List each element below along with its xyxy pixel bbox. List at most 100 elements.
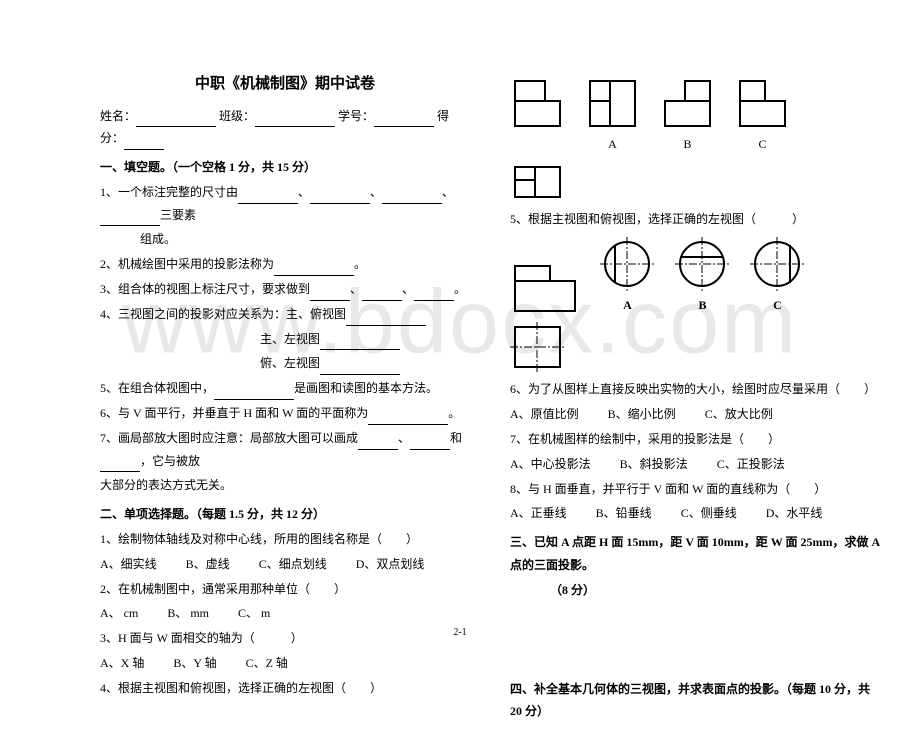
q2-8: 8、与 H 面垂直，并平行于 V 面和 W 面的直线称为（ ） xyxy=(510,478,880,501)
q1-5b: 是画图和读图的基本方法。 xyxy=(294,381,438,395)
q1-1-tail: 三要素 xyxy=(160,208,196,222)
q1-4b: 主、左视图 xyxy=(100,328,470,351)
opt-a[interactable]: A、 cm xyxy=(100,602,138,625)
name-blank[interactable] xyxy=(136,113,216,127)
blank[interactable] xyxy=(358,436,398,450)
q2-6-opts: A、原值比例 B、缩小比例 C、放大比例 xyxy=(510,403,880,426)
score-blank[interactable] xyxy=(124,136,164,150)
fig-q5-a: A xyxy=(600,237,655,317)
id-label: 学号： xyxy=(338,109,374,123)
q1-5: 5、在组合体视图中， 是画图和读图的基本方法。 xyxy=(100,377,470,400)
opt-a[interactable]: A、正垂线 xyxy=(510,502,567,525)
blank[interactable] xyxy=(310,190,370,204)
section4-header: 四、补全基本几何体的三视图，并求表面点的投影。（每题 10 分，共 20 分） xyxy=(510,678,880,724)
fig-q5-c: C xyxy=(750,237,805,317)
q2-4: 4、根据主视图和俯视图，选择正确的左视图（ ） xyxy=(100,677,470,700)
q5-label-a: A xyxy=(623,294,632,317)
option-c-icon xyxy=(735,76,790,131)
blank[interactable] xyxy=(238,190,298,204)
q1-7c: ，它与被放 xyxy=(140,454,200,468)
opt-b[interactable]: B、斜投影法 xyxy=(620,453,688,476)
q1-2: 2、机械绘图中采用的投影法称为。 xyxy=(100,253,470,276)
opt-c[interactable]: C、 m xyxy=(238,602,270,625)
class-blank[interactable] xyxy=(255,113,335,127)
id-blank[interactable] xyxy=(374,113,434,127)
section3-points: （8 分） xyxy=(510,579,880,602)
section2-header: 二、单项选择题。（每题 1.5 分，共 12 分） xyxy=(100,503,470,526)
opt-c[interactable]: C、Z 轴 xyxy=(246,652,288,675)
q4-figures-bottom xyxy=(510,162,880,202)
opt-b[interactable]: B、虚线 xyxy=(186,553,230,576)
q2-2: 2、在机械制图中，通常采用那种单位（ ） xyxy=(100,578,470,601)
name-label: 姓名： xyxy=(100,109,136,123)
opt-c[interactable]: C、正投影法 xyxy=(717,453,785,476)
q1-7d: 大部分的表达方式无关。 xyxy=(100,474,470,497)
front-view-icon xyxy=(510,76,565,131)
opt-b[interactable]: B、Y 轴 xyxy=(173,652,216,675)
opt-d[interactable]: D、双点划线 xyxy=(356,553,425,576)
option-a-icon xyxy=(585,76,640,131)
q1-7: 7、画局部放大图时应注意：局部放大图可以画成、和，它与被放 xyxy=(100,427,470,473)
section1-header: 一、填空题。（一个空格 1 分，共 15 分） xyxy=(100,156,470,179)
blank[interactable] xyxy=(274,262,354,276)
q1-4a: 4、三视图之间的投影对应关系为：主、俯视图 xyxy=(100,307,346,321)
opt-b[interactable]: B、铅垂线 xyxy=(596,502,652,525)
section3-header: 三、已知 A 点距 H 面 15mm，距 V 面 10mm，距 W 面 25mm… xyxy=(510,531,880,577)
fig-opt-b: B xyxy=(660,76,715,156)
q1-4c: 俯、左视图 xyxy=(100,352,470,375)
q1-1: 1、一个标注完整的尺寸由、、、三要素 xyxy=(100,181,470,227)
q5-figures-bottom xyxy=(510,322,880,372)
blank[interactable] xyxy=(414,287,454,301)
fig-q5-front xyxy=(510,261,580,316)
fig-q5-b: B xyxy=(675,237,730,317)
exam-title: 中职《机械制图》期中试卷 xyxy=(100,70,470,99)
q1-5a: 5、在组合体视图中， xyxy=(100,381,214,395)
opt-a[interactable]: A、X 轴 xyxy=(100,652,144,675)
q2-7-opts: A、中心投影法 B、斜投影法 C、正投影法 xyxy=(510,453,880,476)
q1-7a: 7、画局部放大图时应注意：局部放大图可以画成 xyxy=(100,431,358,445)
student-info-line: 姓名： 班级： 学号： 得分： xyxy=(100,105,470,151)
opt-c[interactable]: C、侧垂线 xyxy=(681,502,737,525)
q2-1-opts: A、细实线 B、虚线 C、细点划线 D、双点划线 xyxy=(100,553,470,576)
q2-2-opts: A、 cm B、 mm C、 m xyxy=(100,602,470,625)
q5-opt-b-icon xyxy=(675,237,730,292)
blank[interactable] xyxy=(362,287,402,301)
q2-8-opts: A、正垂线 B、铅垂线 C、侧垂线 D、水平线 xyxy=(510,502,880,525)
opt-a[interactable]: A、原值比例 xyxy=(510,403,579,426)
blank[interactable] xyxy=(320,361,400,375)
q2-3-opts: A、X 轴 B、Y 轴 C、Z 轴 xyxy=(100,652,470,675)
blank[interactable] xyxy=(368,411,448,425)
opt-a[interactable]: A、中心投影法 xyxy=(510,453,591,476)
opt-c[interactable]: C、放大比例 xyxy=(705,403,773,426)
opt-a[interactable]: A、细实线 xyxy=(100,553,157,576)
exam-page: 中职《机械制图》期中试卷 姓名： 班级： 学号： 得分： 一、填空题。（一个空格… xyxy=(0,0,920,733)
q2-3: 3、H 面与 W 面相交的轴为（ ） xyxy=(100,627,470,650)
blank[interactable] xyxy=(382,190,442,204)
blank[interactable] xyxy=(346,312,426,326)
top-view-icon xyxy=(510,162,565,202)
blank[interactable] xyxy=(410,436,450,450)
option-b-icon xyxy=(660,76,715,131)
opt-b[interactable]: B、缩小比例 xyxy=(608,403,676,426)
label-a: A xyxy=(608,133,617,156)
q1-4c-text: 俯、左视图 xyxy=(260,356,320,370)
q5-top-view-icon xyxy=(510,322,580,372)
q1-1-text: 1、一个标注完整的尺寸由 xyxy=(100,185,238,199)
opt-d[interactable]: D、水平线 xyxy=(766,502,823,525)
blank[interactable] xyxy=(100,212,160,226)
q5-label-c: C xyxy=(773,294,782,317)
fig-opt-a: A xyxy=(585,76,640,156)
q1-4: 4、三视图之间的投影对应关系为：主、俯视图 xyxy=(100,303,470,326)
q1-3-text: 3、组合体的视图上标注尺寸，要求做到 xyxy=(100,282,310,296)
blank[interactable] xyxy=(100,458,140,472)
opt-c[interactable]: C、细点划线 xyxy=(259,553,327,576)
opt-b[interactable]: B、 mm xyxy=(167,602,209,625)
blank[interactable] xyxy=(214,386,294,400)
q1-6: 6、与 V 面平行，并垂直于 H 面和 W 面的平面称为。 xyxy=(100,402,470,425)
blank[interactable] xyxy=(320,336,400,350)
blank[interactable] xyxy=(310,287,350,301)
q5-opt-a-icon xyxy=(600,237,655,292)
q1-1-cont: 组成。 xyxy=(100,228,470,251)
q1-2-text: 2、机械绘图中采用的投影法称为 xyxy=(100,257,274,271)
label-b: B xyxy=(683,133,691,156)
